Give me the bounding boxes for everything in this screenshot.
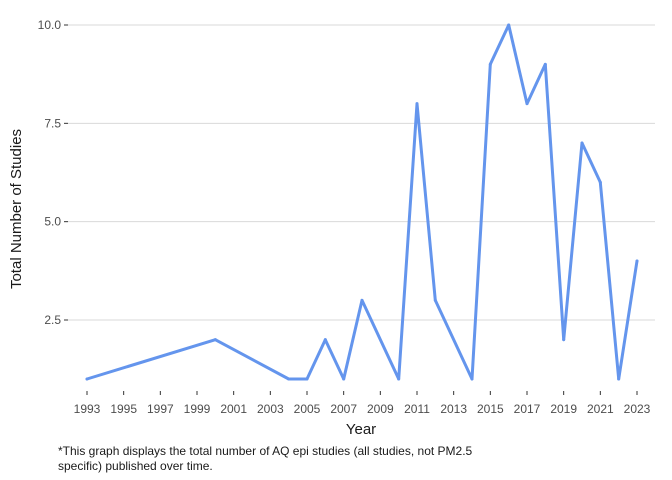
x-tick-label: 1995 xyxy=(110,402,137,416)
x-tick-label: 2015 xyxy=(477,402,504,416)
data-point xyxy=(525,102,529,106)
series-layer xyxy=(85,23,639,381)
series-line xyxy=(85,23,639,381)
x-tick-label: 2009 xyxy=(367,402,394,416)
data-point xyxy=(635,259,639,263)
y-tick-label: 2.5 xyxy=(44,313,61,327)
data-point xyxy=(287,377,291,381)
x-tick-label: 2007 xyxy=(330,402,357,416)
data-point xyxy=(342,377,346,381)
x-axis-ticks: 1993 1995 1997 1999 2001 2003 2005 2007 2009 2011… xyxy=(74,391,651,416)
data-point xyxy=(213,338,217,342)
data-point xyxy=(580,141,584,145)
data-point xyxy=(305,377,309,381)
x-tick-label: 2013 xyxy=(440,402,467,416)
y-tick-label: 7.5 xyxy=(44,116,61,130)
x-tick-label: 2017 xyxy=(514,402,541,416)
data-point xyxy=(415,102,419,106)
data-point xyxy=(323,338,327,342)
x-tick-label: 2019 xyxy=(550,402,577,416)
x-tick-label: 2021 xyxy=(587,402,614,416)
x-tick-label: 1993 xyxy=(74,402,101,416)
x-tick-label: 1997 xyxy=(147,402,174,416)
caption-line-2: specific) published over time. xyxy=(58,459,213,473)
y-tick-label: 5.0 xyxy=(44,215,61,229)
data-point xyxy=(598,180,602,184)
data-point xyxy=(543,62,547,66)
data-point xyxy=(360,298,364,302)
x-tick-label: 2001 xyxy=(220,402,247,416)
x-tick-label: 2003 xyxy=(257,402,284,416)
data-point xyxy=(507,23,511,27)
data-point xyxy=(562,338,566,342)
data-point xyxy=(470,377,474,381)
gridlines xyxy=(68,24,655,321)
data-point xyxy=(488,62,492,66)
data-point xyxy=(617,377,621,381)
x-tick-label: 2005 xyxy=(294,402,321,416)
caption-line-1: *This graph displays the total number of… xyxy=(58,444,473,458)
x-tick-label: 1999 xyxy=(184,402,211,416)
y-tick-label: 10.0 xyxy=(38,18,62,32)
data-point xyxy=(85,377,89,381)
y-axis-title: Total Number of Studies xyxy=(8,129,25,289)
x-tick-label: 2011 xyxy=(404,402,430,416)
y-axis-ticks: 2.5 5.0 7.5 10.0 xyxy=(38,18,68,327)
data-point xyxy=(433,298,437,302)
x-tick-label: 2023 xyxy=(624,402,651,416)
x-axis-title: Year xyxy=(346,421,376,438)
data-point xyxy=(397,377,401,381)
